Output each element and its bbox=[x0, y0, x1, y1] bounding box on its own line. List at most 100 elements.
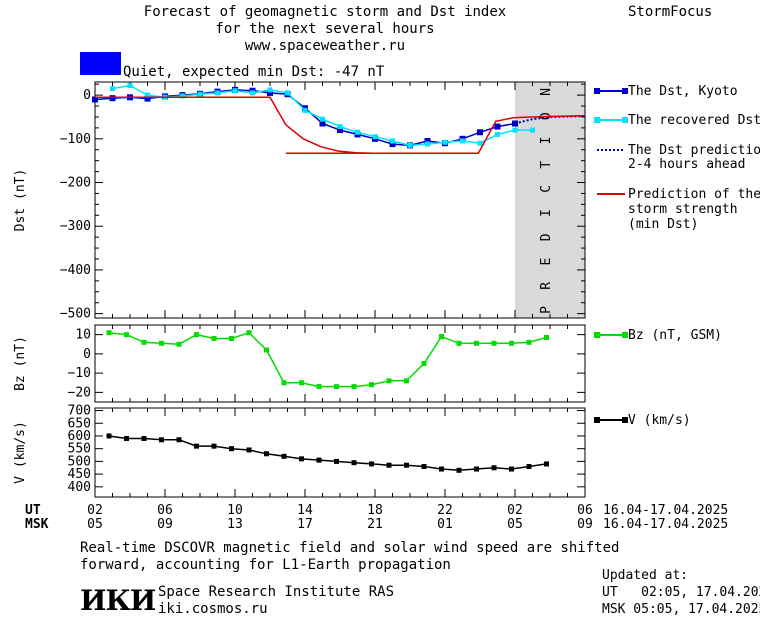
prediction-label-letter: E bbox=[539, 258, 554, 266]
data-point bbox=[109, 95, 116, 102]
x-tick-label-ut: 18 bbox=[367, 503, 383, 518]
x-tick-label-msk: 13 bbox=[227, 517, 243, 532]
data-point bbox=[124, 332, 129, 338]
x-tick-label-msk: 17 bbox=[297, 517, 313, 532]
data-point bbox=[215, 90, 220, 96]
prediction-label-letter: N bbox=[539, 88, 554, 96]
y-tick-label: −200 bbox=[60, 176, 91, 191]
data-point bbox=[491, 465, 497, 471]
institute-site: iki.cosmos.ru bbox=[158, 601, 268, 617]
iki-logo: ИКИ bbox=[80, 584, 156, 617]
data-point bbox=[424, 138, 431, 144]
x-tick-label-msk: 09 bbox=[577, 517, 593, 532]
data-point bbox=[491, 340, 497, 346]
data-point bbox=[106, 433, 112, 439]
data-point bbox=[442, 139, 448, 145]
data-point bbox=[530, 127, 535, 133]
title-line-3: www.spaceweather.ru bbox=[244, 38, 406, 54]
status-color-swatch bbox=[80, 52, 121, 75]
data-point bbox=[460, 138, 465, 144]
data-point bbox=[421, 463, 427, 469]
series-dst-prediction bbox=[514, 115, 586, 125]
data-point bbox=[194, 332, 199, 338]
data-point bbox=[124, 436, 129, 442]
legend-kyoto-line-marker bbox=[622, 88, 628, 94]
x-tick-label-ut: 10 bbox=[227, 503, 243, 518]
legend-bz-line-marker bbox=[622, 332, 628, 338]
data-point bbox=[316, 457, 322, 463]
data-point bbox=[229, 335, 234, 341]
legend-label-prediction-2: 2-4 hours ahead bbox=[628, 157, 746, 172]
x-tick-label-msk: 21 bbox=[367, 517, 383, 532]
prediction-label-letter: P bbox=[539, 306, 554, 314]
data-point bbox=[141, 436, 147, 442]
data-point bbox=[369, 382, 374, 388]
data-point bbox=[337, 127, 343, 134]
panel-frame bbox=[94, 324, 586, 403]
y-tick-label: −10 bbox=[68, 366, 91, 381]
data-point bbox=[246, 447, 252, 453]
y-axis-label: Dst (nT) bbox=[13, 169, 28, 232]
x-tick-label-ut: 02 bbox=[507, 503, 523, 518]
footer-note-line-1: Real-time DSCOVR magnetic field and sola… bbox=[80, 540, 620, 556]
data-point bbox=[334, 384, 339, 390]
title-line-2: for the next several hours bbox=[215, 21, 435, 37]
data-point bbox=[110, 86, 115, 92]
x-axis-msk-label: MSK bbox=[25, 517, 49, 532]
y-tick-label: 400 bbox=[68, 480, 91, 495]
data-point bbox=[351, 460, 357, 466]
legend-label-recovered: The recovered Dst bbox=[628, 113, 760, 128]
data-point bbox=[334, 458, 339, 464]
data-point bbox=[509, 340, 514, 346]
data-point bbox=[211, 335, 217, 341]
legend-recovered-line-marker bbox=[622, 117, 628, 123]
legend-v-line-marker bbox=[594, 417, 600, 423]
data-point bbox=[390, 138, 395, 144]
data-point bbox=[389, 141, 396, 148]
data-point bbox=[281, 453, 287, 459]
data-point bbox=[176, 437, 182, 443]
data-point bbox=[232, 88, 238, 94]
data-point bbox=[194, 443, 199, 449]
title-line-1: Forecast of geomagnetic storm and Dst in… bbox=[143, 4, 507, 20]
prediction-label-letter: T bbox=[539, 161, 554, 169]
data-point bbox=[369, 461, 374, 467]
brand-name: StormFocus bbox=[628, 4, 713, 20]
x-tick-label-ut: 06 bbox=[157, 503, 173, 518]
data-point bbox=[92, 96, 98, 103]
data-point bbox=[320, 116, 325, 122]
data-point bbox=[512, 120, 518, 127]
legend-label-prediction-1: The Dst prediction bbox=[628, 143, 760, 158]
legend-label-v: V (km/s) bbox=[628, 413, 691, 428]
y-tick-label: −400 bbox=[60, 263, 91, 278]
data-point bbox=[372, 134, 378, 140]
date-range-ut: 16.04-17.04.2025 bbox=[603, 503, 729, 518]
prediction-band bbox=[515, 82, 585, 318]
prediction-label-letter: I bbox=[539, 137, 554, 145]
data-point bbox=[474, 340, 479, 346]
data-point bbox=[407, 142, 413, 148]
data-point bbox=[211, 443, 217, 449]
x-axis-ut-label: UT bbox=[25, 503, 41, 518]
data-point bbox=[456, 467, 462, 473]
legend-v-line-marker bbox=[622, 417, 628, 423]
data-point bbox=[106, 330, 112, 336]
data-point bbox=[302, 107, 308, 113]
data-point bbox=[477, 129, 483, 136]
data-point bbox=[159, 340, 164, 346]
y-tick-label: −300 bbox=[60, 219, 91, 234]
legend-label-storm-3: (min Dst) bbox=[628, 217, 699, 232]
data-point bbox=[404, 378, 409, 384]
data-point bbox=[229, 446, 234, 452]
y-tick-label: 650 bbox=[68, 416, 91, 431]
x-tick-label-ut: 06 bbox=[577, 503, 593, 518]
updated-ut: UT 02:05, 17.04.2025 bbox=[602, 585, 760, 600]
data-point bbox=[197, 91, 203, 97]
data-point bbox=[386, 378, 392, 384]
panel-frame bbox=[94, 407, 586, 498]
data-point bbox=[494, 123, 501, 130]
prediction-label-letter: R bbox=[539, 282, 554, 290]
data-point bbox=[474, 466, 479, 472]
y-tick-label: −20 bbox=[68, 385, 91, 400]
